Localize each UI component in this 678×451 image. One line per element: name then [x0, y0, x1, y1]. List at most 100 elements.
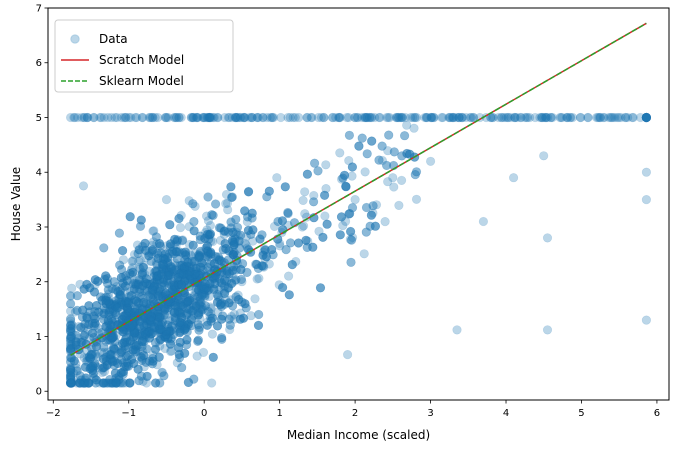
- data-point: [180, 325, 190, 335]
- data-point: [228, 265, 238, 276]
- data-point: [198, 265, 208, 276]
- data-point: [82, 112, 92, 123]
- data-point: [203, 192, 213, 202]
- data-point: [154, 312, 165, 323]
- data-point: [96, 347, 107, 358]
- data-point: [144, 248, 154, 258]
- data-point: [101, 271, 111, 281]
- data-point: [185, 272, 195, 282]
- data-point: [113, 341, 124, 351]
- data-point: [165, 267, 175, 277]
- data-point: [191, 301, 201, 311]
- data-point: [196, 304, 206, 314]
- data-point: [94, 378, 105, 388]
- data-point: [153, 291, 163, 301]
- data-point: [78, 305, 88, 315]
- data-point: [366, 210, 377, 220]
- data-point: [119, 311, 129, 321]
- data-point: [202, 265, 212, 276]
- data-point: [69, 368, 79, 378]
- data-point: [140, 286, 150, 296]
- data-point: [339, 170, 350, 180]
- data-point: [79, 330, 89, 341]
- data-point: [228, 227, 238, 237]
- data-point: [125, 337, 135, 347]
- data-point: [167, 321, 177, 331]
- data-point: [269, 112, 279, 123]
- data-point: [183, 268, 193, 279]
- data-point: [241, 232, 251, 242]
- data-point: [108, 306, 118, 316]
- data-point: [160, 343, 170, 354]
- data-point: [77, 337, 87, 347]
- data-point: [151, 308, 161, 318]
- data-point: [175, 317, 185, 328]
- data-point: [65, 378, 76, 388]
- data-point: [284, 290, 294, 300]
- data-point: [359, 249, 369, 259]
- scatter-points: [65, 112, 652, 388]
- data-point: [65, 334, 76, 344]
- data-point: [186, 315, 196, 325]
- data-point: [205, 311, 215, 321]
- data-point: [216, 278, 227, 288]
- data-point: [199, 112, 209, 123]
- data-point: [191, 263, 201, 274]
- data-point: [336, 212, 347, 222]
- data-point: [163, 253, 173, 263]
- data-point: [125, 378, 135, 388]
- data-point: [137, 241, 147, 251]
- data-point: [140, 238, 150, 248]
- data-point: [377, 141, 387, 151]
- data-point: [151, 378, 161, 388]
- data-point: [157, 259, 167, 269]
- data-point: [217, 334, 227, 344]
- data-point: [119, 300, 129, 310]
- data-point: [201, 227, 211, 238]
- data-point: [191, 301, 201, 312]
- data-point: [87, 318, 98, 328]
- data-point: [147, 245, 158, 255]
- data-point: [65, 371, 76, 381]
- data-point: [129, 284, 139, 294]
- data-point: [120, 344, 130, 354]
- data-point: [133, 364, 143, 374]
- data-point: [203, 246, 213, 256]
- data-point: [221, 199, 231, 209]
- data-point: [148, 285, 158, 295]
- data-point: [108, 332, 118, 342]
- x-tick-label: 6: [654, 408, 660, 419]
- data-point: [165, 326, 175, 337]
- data-point: [121, 378, 131, 388]
- data-point: [127, 307, 137, 317]
- data-point: [158, 265, 168, 275]
- data-point: [72, 363, 82, 373]
- data-point: [345, 234, 355, 244]
- data-point: [383, 146, 393, 156]
- data-point: [196, 248, 206, 258]
- data-point: [125, 322, 135, 332]
- data-point: [173, 272, 184, 283]
- data-point: [368, 208, 378, 218]
- data-point: [105, 300, 115, 310]
- data-point: [122, 276, 132, 286]
- data-point: [155, 333, 165, 343]
- data-point: [174, 343, 184, 353]
- data-point: [176, 276, 186, 286]
- data-point: [287, 260, 297, 270]
- data-point: [247, 208, 257, 218]
- data-point: [197, 288, 207, 298]
- data-point: [347, 171, 357, 181]
- data-point: [111, 330, 121, 341]
- data-point: [173, 295, 183, 306]
- data-point: [65, 306, 76, 316]
- data-point: [66, 319, 76, 329]
- data-point: [86, 362, 96, 372]
- data-point: [246, 229, 256, 239]
- data-point: [84, 352, 94, 362]
- data-point: [76, 375, 86, 385]
- data-point: [227, 192, 237, 203]
- data-point: [219, 226, 229, 237]
- data-point: [180, 348, 190, 358]
- x-tick-label: 1: [276, 408, 282, 419]
